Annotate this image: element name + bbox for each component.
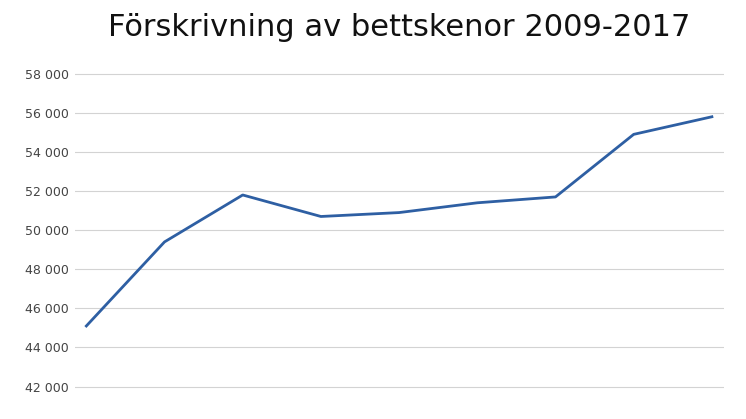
- Title: Förskrivning av bettskenor 2009-2017: Förskrivning av bettskenor 2009-2017: [108, 13, 690, 42]
